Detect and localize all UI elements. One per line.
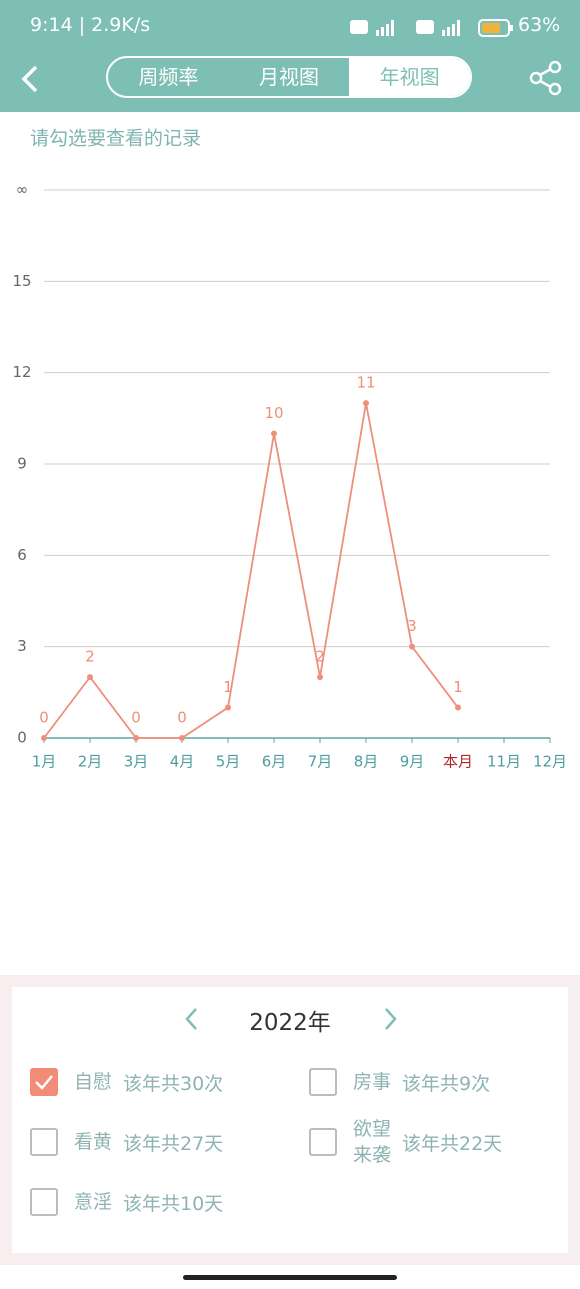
x-tick-label: 12月 bbox=[533, 753, 567, 771]
record-option[interactable]: 自慰 该年共30次 bbox=[30, 1057, 223, 1107]
status-time: 9:14 | 2.9K/s bbox=[30, 14, 151, 36]
checkbox[interactable] bbox=[309, 1068, 337, 1096]
back-button[interactable] bbox=[18, 64, 42, 94]
prev-year[interactable] bbox=[184, 1007, 200, 1031]
data-label: 1 bbox=[223, 678, 233, 696]
y-tick-label: 12 bbox=[12, 363, 31, 381]
record-option[interactable]: 看黄 该年共27天 bbox=[30, 1117, 223, 1167]
data-point bbox=[179, 735, 185, 741]
checkbox[interactable] bbox=[30, 1068, 58, 1096]
series-line bbox=[43, 402, 459, 739]
chart-subtitle: 请勾选要查看的记录 bbox=[30, 128, 201, 150]
checkbox[interactable] bbox=[309, 1128, 337, 1156]
x-tick-label: 4月 bbox=[170, 753, 195, 771]
y-tick-label: 9 bbox=[17, 455, 27, 473]
record-panel: 2022年 自慰 该年共30次 房事 该年共9次看黄 该年共27天 欲望来袭 该年共22天意… bbox=[12, 987, 568, 1253]
x-tick-label: 2月 bbox=[78, 753, 103, 771]
check-mark bbox=[35, 1075, 53, 1090]
record-option[interactable]: 欲望来袭 该年共22天 bbox=[309, 1117, 502, 1167]
x-tick-label: 7月 bbox=[308, 753, 333, 771]
data-point bbox=[409, 643, 415, 650]
option-summary: 该年共9次 bbox=[402, 1072, 491, 1095]
y-tick-label: ∞ bbox=[16, 181, 29, 199]
data-point bbox=[363, 400, 369, 407]
data-label: 0 bbox=[131, 709, 141, 727]
battery-level: 63% bbox=[518, 14, 561, 36]
record-option[interactable]: 房事 该年共9次 bbox=[309, 1057, 490, 1107]
option-summary: 该年共27天 bbox=[123, 1132, 224, 1155]
header: 9:14 | 2.9K/s 63% 周频率 月视图 年视图 bbox=[0, 0, 580, 112]
y-tick-label: 15 bbox=[12, 272, 31, 290]
x-tick-label: 1月 bbox=[32, 753, 57, 771]
data-point bbox=[225, 704, 231, 711]
view-tab[interactable]: 年视图 bbox=[349, 58, 470, 96]
data-point bbox=[317, 674, 323, 681]
next-year[interactable] bbox=[382, 1007, 398, 1031]
data-label: 10 bbox=[264, 404, 283, 422]
status-icons bbox=[350, 20, 460, 36]
home-indicator bbox=[183, 1275, 397, 1280]
data-label: 2 bbox=[85, 648, 95, 666]
data-label: 0 bbox=[177, 709, 187, 727]
option-name: 意淫 bbox=[74, 1191, 113, 1213]
data-point bbox=[271, 430, 277, 437]
data-point bbox=[133, 735, 139, 741]
y-tick-label: 3 bbox=[17, 637, 27, 655]
option-name: 自慰 bbox=[74, 1071, 113, 1093]
x-tick-label: 本月 bbox=[443, 753, 473, 771]
option-summary: 该年共30次 bbox=[123, 1072, 224, 1095]
x-tick-label: 8月 bbox=[354, 753, 379, 771]
option-name: 房事 bbox=[353, 1071, 392, 1093]
data-point bbox=[87, 674, 93, 681]
x-tick-label: 6月 bbox=[262, 753, 287, 771]
view-tabs: 周频率 月视图 年视图 bbox=[106, 56, 472, 98]
share-button[interactable] bbox=[528, 60, 564, 96]
data-label: 1 bbox=[453, 678, 463, 696]
data-label: 0 bbox=[39, 709, 49, 727]
data-point bbox=[455, 704, 461, 711]
data-point bbox=[41, 735, 47, 741]
y-tick-label: 0 bbox=[17, 729, 27, 747]
record-option[interactable]: 意淫 该年共10天 bbox=[30, 1177, 223, 1227]
option-summary: 该年共22天 bbox=[402, 1132, 503, 1155]
view-tab[interactable]: 月视图 bbox=[259, 65, 319, 89]
option-summary: 该年共10天 bbox=[123, 1192, 224, 1215]
data-label: 11 bbox=[356, 374, 375, 392]
option-name: 看黄 bbox=[74, 1131, 113, 1153]
x-tick-label: 9月 bbox=[400, 753, 425, 771]
x-tick-label: 5月 bbox=[216, 753, 241, 771]
view-tab[interactable]: 周频率 bbox=[138, 65, 199, 89]
y-tick-label: 6 bbox=[17, 546, 27, 564]
checkbox[interactable] bbox=[30, 1188, 58, 1216]
data-label: 2 bbox=[315, 648, 325, 666]
data-label: 3 bbox=[407, 617, 417, 635]
battery-icon bbox=[478, 19, 513, 37]
x-tick-label: 3月 bbox=[124, 753, 149, 771]
x-tick-label: 11月 bbox=[487, 753, 521, 771]
option-name: 欲望来袭 bbox=[353, 1118, 392, 1166]
year-label: 2022年 bbox=[249, 1010, 331, 1036]
checkbox[interactable] bbox=[30, 1128, 58, 1156]
